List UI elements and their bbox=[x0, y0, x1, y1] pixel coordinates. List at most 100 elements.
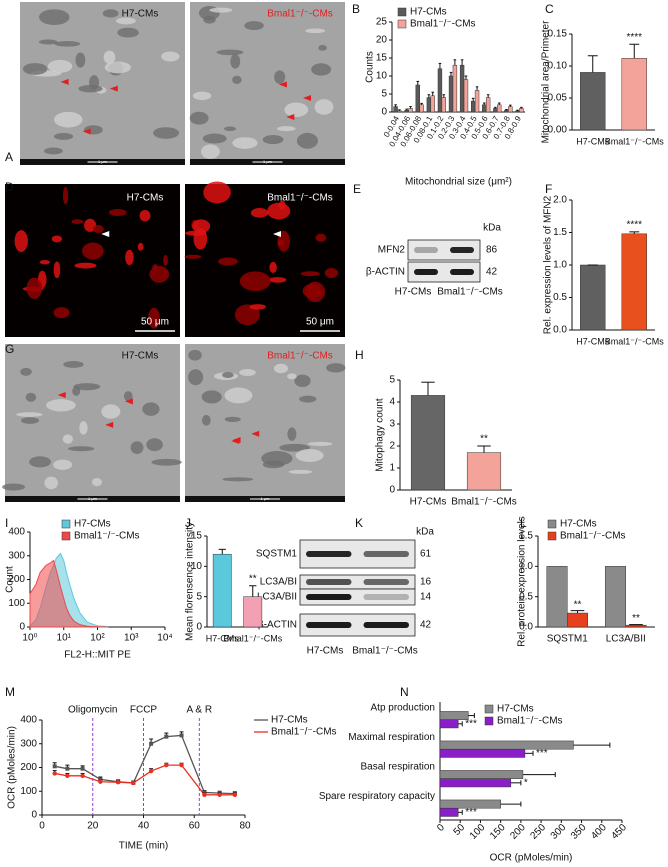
blot-kda: 61 bbox=[420, 549, 432, 560]
series-line bbox=[54, 734, 235, 795]
fluorescence bbox=[108, 208, 127, 217]
y-tick-label: 5 bbox=[196, 591, 202, 602]
x-tick-label: 50 bbox=[452, 822, 468, 838]
marker bbox=[148, 768, 154, 774]
organelle bbox=[232, 75, 242, 84]
blot-kda: 14 bbox=[420, 592, 432, 603]
organelle bbox=[29, 456, 51, 468]
bar bbox=[493, 108, 498, 113]
x-tick-label: 350 bbox=[569, 822, 589, 842]
legend-label: Bmal1⁻/⁻-CMs bbox=[74, 531, 140, 542]
x-tick-label: Bmal1⁻/⁻-CMs bbox=[605, 136, 665, 146]
fluorescence bbox=[139, 209, 151, 222]
y-axis-title: Mitochondrial area/Primeter bbox=[541, 20, 552, 143]
marker bbox=[115, 780, 121, 785]
y-tick-label: 400 bbox=[8, 527, 25, 538]
blot-kda: 42 bbox=[486, 267, 498, 278]
panel-letter: B bbox=[352, 2, 360, 16]
fluorescence bbox=[163, 254, 168, 266]
marker bbox=[232, 792, 238, 798]
organelle bbox=[287, 427, 297, 441]
significance: *** bbox=[536, 748, 548, 759]
organelle bbox=[203, 15, 216, 24]
fluorescence bbox=[269, 261, 277, 273]
legend-swatch bbox=[397, 19, 407, 29]
legend-label: Bmal1⁻/⁻-CMs bbox=[560, 531, 626, 542]
organelle bbox=[104, 61, 131, 74]
marker bbox=[149, 741, 154, 746]
arrow bbox=[278, 81, 287, 88]
y-tick-label: 0.0 bbox=[519, 622, 533, 633]
blot-kda: 86 bbox=[486, 245, 498, 256]
micrograph bbox=[20, 2, 185, 165]
panel-letter: L bbox=[520, 516, 527, 530]
marker bbox=[164, 762, 169, 768]
series-line bbox=[54, 764, 235, 796]
x-tick-label: H7-CMs bbox=[576, 136, 609, 146]
x-axis-title: TIME (min) bbox=[119, 841, 168, 852]
x-tick-label: 40 bbox=[138, 821, 150, 832]
image-label: H7-CMs bbox=[127, 193, 164, 204]
x-tick-label: SQSTM1 bbox=[547, 634, 589, 645]
fluorescence bbox=[53, 307, 70, 319]
bar bbox=[580, 264, 606, 331]
y-tick-label: 100 bbox=[8, 598, 25, 609]
organelle bbox=[200, 144, 220, 159]
bar bbox=[621, 58, 647, 131]
x-tick-label: 400 bbox=[589, 822, 609, 842]
panel-letter: I bbox=[5, 516, 8, 530]
bar bbox=[419, 104, 424, 113]
blot-band bbox=[306, 622, 352, 628]
fluorescence bbox=[137, 242, 144, 251]
histogram-area bbox=[29, 559, 108, 628]
blot-band bbox=[414, 269, 438, 275]
y-tick-label: 1.5 bbox=[553, 227, 567, 238]
image-label: H7-CMs bbox=[122, 9, 159, 20]
micrograph bbox=[185, 344, 345, 502]
bar bbox=[474, 90, 480, 113]
marker bbox=[179, 733, 184, 738]
y-tick-label: Maximal respiration bbox=[348, 732, 435, 743]
x-tick-label: H7-CMs bbox=[576, 336, 609, 346]
blot-band bbox=[363, 594, 409, 600]
legend-swatch bbox=[61, 531, 71, 541]
organelle bbox=[277, 126, 296, 132]
organelle bbox=[244, 21, 264, 31]
y-axis-title: Mitophagy count bbox=[375, 398, 386, 472]
scale-label: 1 μm bbox=[263, 159, 273, 164]
bar bbox=[463, 79, 469, 113]
organelle bbox=[287, 373, 297, 380]
legend-swatch bbox=[484, 716, 494, 726]
panel-letter: D bbox=[5, 180, 14, 194]
image-label: H7-CMs bbox=[122, 351, 159, 362]
y-axis-title: OCR (pMoles/min) bbox=[7, 726, 18, 809]
legend-swatch bbox=[547, 519, 557, 529]
organelle bbox=[63, 361, 84, 368]
bar bbox=[625, 624, 647, 628]
bar bbox=[415, 84, 420, 113]
marker bbox=[98, 779, 103, 784]
marker bbox=[65, 773, 70, 779]
panel-letter: A bbox=[5, 150, 13, 164]
blot-row-label: LC3A/BI bbox=[260, 577, 297, 588]
blot-band bbox=[306, 579, 352, 585]
legend-swatch bbox=[484, 704, 494, 714]
y-axis-title: Rel. protein expression levels bbox=[517, 516, 528, 647]
y-tick-label: 300 bbox=[8, 550, 25, 561]
y-axis-title: Rel. expression levels of MFN2 bbox=[543, 195, 554, 334]
y-tick-label: 1 bbox=[389, 463, 395, 474]
organelle bbox=[123, 391, 133, 402]
blot-lane-label: Bmal1⁻/⁻-CMs bbox=[352, 646, 418, 657]
x-tick-label: Bmal1⁻/⁻-CMs bbox=[223, 633, 283, 643]
blot-band bbox=[414, 247, 438, 253]
blot-row-label: LC3A/BII bbox=[257, 592, 297, 603]
organelle bbox=[188, 369, 204, 386]
organelle bbox=[284, 102, 309, 117]
legend-swatch bbox=[61, 519, 71, 529]
bar bbox=[404, 109, 409, 113]
injection-label: FCCP bbox=[130, 705, 158, 716]
organelle bbox=[44, 147, 63, 155]
significance: ** bbox=[574, 599, 582, 610]
panel-letter: J bbox=[185, 516, 191, 530]
fluorescence bbox=[250, 208, 269, 218]
